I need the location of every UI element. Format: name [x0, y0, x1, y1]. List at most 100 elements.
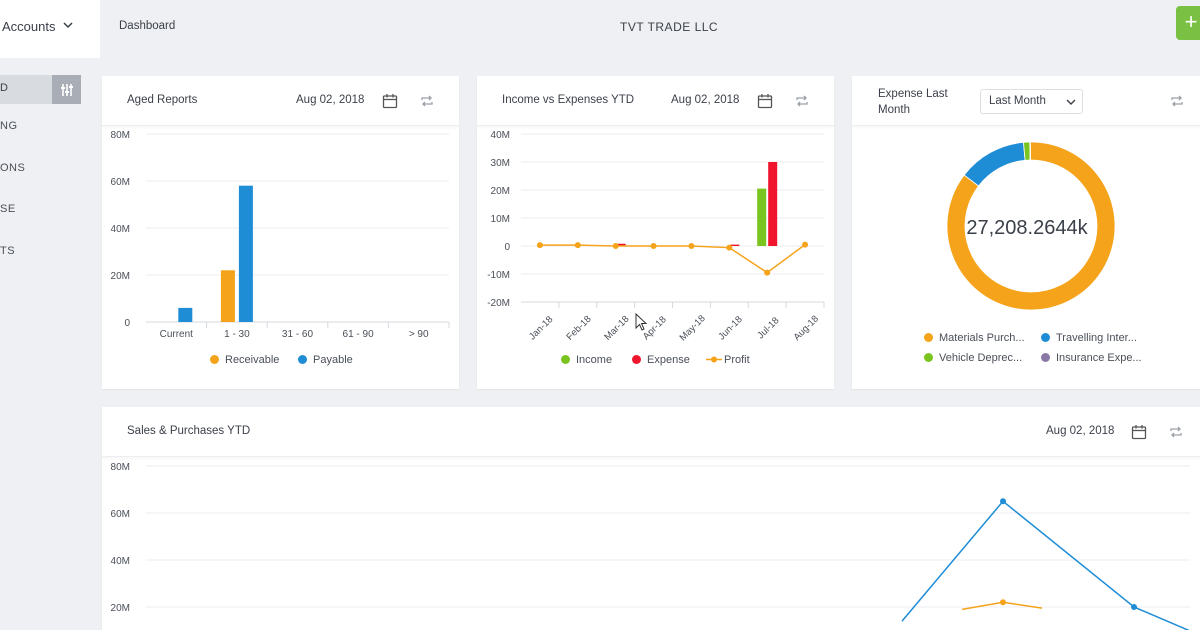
account-switcher[interactable]: Accounts [0, 0, 100, 58]
sidebar-item-label: D [0, 82, 9, 94]
legend-item: Income [561, 354, 612, 366]
refresh-icon[interactable] [1168, 424, 1184, 440]
income-expenses-chart: -20M -10M 0 10M 20M 30M 40M Jan-18 Feb-18 Mar-18 A… [487, 130, 825, 343]
line-legend-swatch [706, 356, 722, 363]
calendar-icon[interactable] [1131, 424, 1147, 440]
y-tick-label: 80M [111, 462, 130, 473]
bar-expense [768, 162, 778, 246]
card-title: Income vs Expenses YTD [502, 94, 635, 106]
sidebar-item[interactable]: NG [0, 120, 18, 132]
donut-center-value: 27,208.2644k [966, 217, 1088, 239]
account-label: Accounts [2, 19, 56, 34]
card-header: Income vs Expenses YTD Aug 02, 2018 [477, 76, 834, 126]
sidebar-item[interactable]: TS [0, 245, 16, 257]
bar-expense [616, 243, 626, 246]
expense-last-month-card: Expense Last Month Last Month 27,208.2644… [852, 76, 1200, 389]
y-tick-label: 80M [111, 130, 130, 141]
legend-item: Travelling Inter... [1041, 332, 1137, 344]
legend-item: Vehicle Deprec... [924, 352, 1022, 364]
breadcrumb[interactable]: Dashboard [119, 20, 176, 32]
bar-payable [238, 185, 253, 322]
refresh-icon[interactable] [794, 93, 810, 109]
sidebar: Accounts D NG ONS SE TS [0, 0, 100, 630]
bar-receivable [220, 270, 235, 322]
company-name: TVT TRADE LLC [620, 20, 719, 34]
card-title: Expense Last Month [878, 88, 948, 116]
x-tick-label: May-18 [678, 313, 708, 343]
legend-item: Profit [706, 354, 750, 366]
sales-point [1000, 498, 1006, 505]
sales-point [1131, 604, 1137, 610]
legend-item: Payable [298, 354, 353, 366]
x-tick-label: Feb-18 [565, 314, 594, 343]
card-header: Sales & Purchases YTD Aug 02, 2018 [102, 407, 1200, 457]
x-tick-label: > 90 [409, 329, 429, 340]
donut-slice [963, 141, 1026, 187]
profit-point [764, 269, 771, 276]
profit-point [650, 243, 657, 249]
sidebar-item-dashboard[interactable] [0, 75, 52, 104]
chevron-down-icon [63, 22, 73, 29]
y-tick-label: 30M [491, 158, 510, 169]
legend-swatch [1041, 333, 1050, 342]
aged-reports-chart: 0 20M 40M 60M 80M Current 1 - 30 31 - 60 61 - 90… [111, 130, 450, 340]
date-label: Aug 02, 2018 [1046, 425, 1115, 437]
refresh-icon[interactable] [1169, 93, 1185, 109]
card-header: Expense Last Month Last Month [852, 76, 1200, 126]
period-select[interactable]: Last Month [980, 89, 1083, 114]
legend-swatch [298, 355, 307, 364]
bar-expense [730, 244, 740, 246]
sidebar-item[interactable]: ONS [0, 162, 26, 174]
donut-slice [1023, 141, 1031, 161]
profit-line [539, 243, 806, 274]
profit-point [536, 242, 543, 249]
profit-point [802, 241, 809, 248]
income-expenses-card: Income vs Expenses YTD Aug 02, 2018 -20M… [477, 76, 834, 389]
legend-item: Materials Purch... [924, 332, 1025, 344]
legend-swatch [1041, 353, 1050, 362]
expense-donut-chart: 27,208.2644k [946, 141, 1116, 311]
x-tick-label: Mar-18 [602, 314, 631, 343]
legend-swatch [210, 355, 219, 364]
sidebar-item[interactable]: SE [0, 203, 16, 215]
purchases-point [1000, 599, 1006, 606]
y-tick-label: 20M [491, 186, 510, 197]
aged-reports-card: Aged Reports Aug 02, 2018 0 20M 40M 60M 80M C… [102, 76, 459, 389]
sliders-icon [60, 83, 73, 96]
bar-income [757, 188, 767, 246]
donut-slice [946, 141, 1116, 311]
y-tick-label: 10M [491, 214, 510, 225]
x-tick-label: Current [160, 329, 194, 340]
x-tick-label: 1 - 30 [224, 329, 250, 340]
x-tick-label: Jan-18 [527, 314, 555, 342]
y-tick-label: -10M [487, 270, 510, 281]
profit-point [574, 242, 581, 249]
bar-payable [178, 307, 193, 322]
x-tick-label: Jun-18 [716, 314, 744, 342]
card-title: Aged Reports [127, 94, 198, 106]
x-tick-label: Jul-18 [755, 315, 781, 341]
y-tick-label: 60M [111, 509, 130, 520]
y-tick-label: 0 [504, 242, 510, 253]
y-tick-label: 40M [111, 556, 130, 567]
refresh-icon[interactable] [419, 93, 435, 109]
y-tick-label: 20M [111, 271, 130, 282]
add-button[interactable]: + [1176, 6, 1200, 40]
y-tick-label: 40M [111, 224, 130, 235]
date-label: Aug 02, 2018 [671, 94, 740, 106]
period-select-value: Last Month [989, 95, 1046, 107]
legend-item: Receivable [210, 354, 279, 366]
profit-point [612, 243, 619, 249]
mouse-cursor-icon [635, 313, 648, 331]
calendar-icon[interactable] [757, 93, 773, 109]
sales-purchases-card: Sales & Purchases YTD Aug 02, 2018 20M 40… [102, 407, 1200, 630]
top-header: Dashboard TVT TRADE LLC + [100, 0, 1200, 58]
customize-button[interactable] [52, 75, 81, 104]
chevron-down-icon [1066, 99, 1076, 105]
calendar-icon[interactable] [382, 93, 398, 109]
x-tick-label: Aug-18 [792, 314, 821, 343]
sales-purchases-chart: 20M 40M 60M 80M [111, 462, 1190, 630]
donut-slice [1029, 141, 1031, 161]
y-tick-label: -20M [487, 298, 510, 309]
y-tick-label: 20M [111, 603, 130, 614]
